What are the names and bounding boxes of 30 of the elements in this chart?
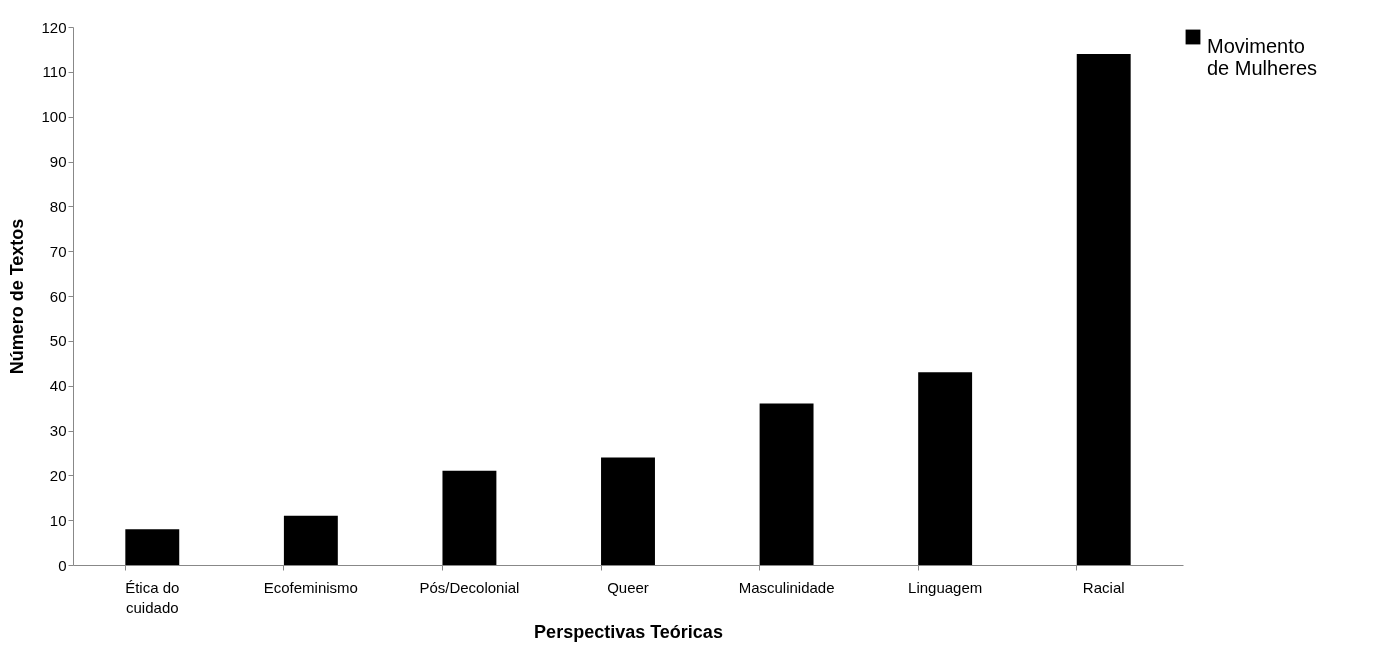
x-tick-label: Pós/Decolonial	[419, 578, 520, 596]
x-tick-label: Masculinidade	[738, 578, 835, 596]
y-tick-label: 60	[49, 287, 67, 305]
x-tick-label: Linguagem	[908, 578, 983, 596]
y-tick-label: 10	[49, 511, 67, 529]
y-tick-label: 80	[49, 197, 67, 215]
x-tick-label: Queer	[607, 578, 649, 596]
x-tick-label: Ecofeminismo	[263, 578, 358, 596]
y-axis-title: Número de Textos	[7, 218, 28, 375]
y-tick-label: 30	[49, 422, 67, 439]
y-tick-label: 120	[41, 18, 67, 36]
x-axis-title: Perspectivas Teóricas	[534, 621, 723, 642]
bar	[759, 403, 814, 565]
y-tick-label: 90	[49, 153, 67, 170]
y-tick-label: 0	[58, 556, 67, 574]
y-tick-label: 110	[42, 63, 67, 81]
y-tick-label: 70	[49, 242, 67, 260]
y-tick-label: 20	[49, 466, 67, 484]
x-tick-label: Racial	[1082, 578, 1125, 596]
y-tick-label: 50	[49, 332, 67, 350]
bar	[125, 529, 180, 565]
legend-label: Movimento de Mulheres	[1207, 35, 1318, 79]
bar	[918, 372, 973, 565]
x-tick-label: Ética do cuidado	[125, 578, 180, 616]
y-tick-label: 100	[41, 108, 67, 126]
bar	[1076, 53, 1131, 565]
y-tick-label: 40	[49, 377, 67, 395]
bar	[601, 457, 655, 565]
bar	[283, 515, 338, 565]
bar	[442, 470, 497, 565]
